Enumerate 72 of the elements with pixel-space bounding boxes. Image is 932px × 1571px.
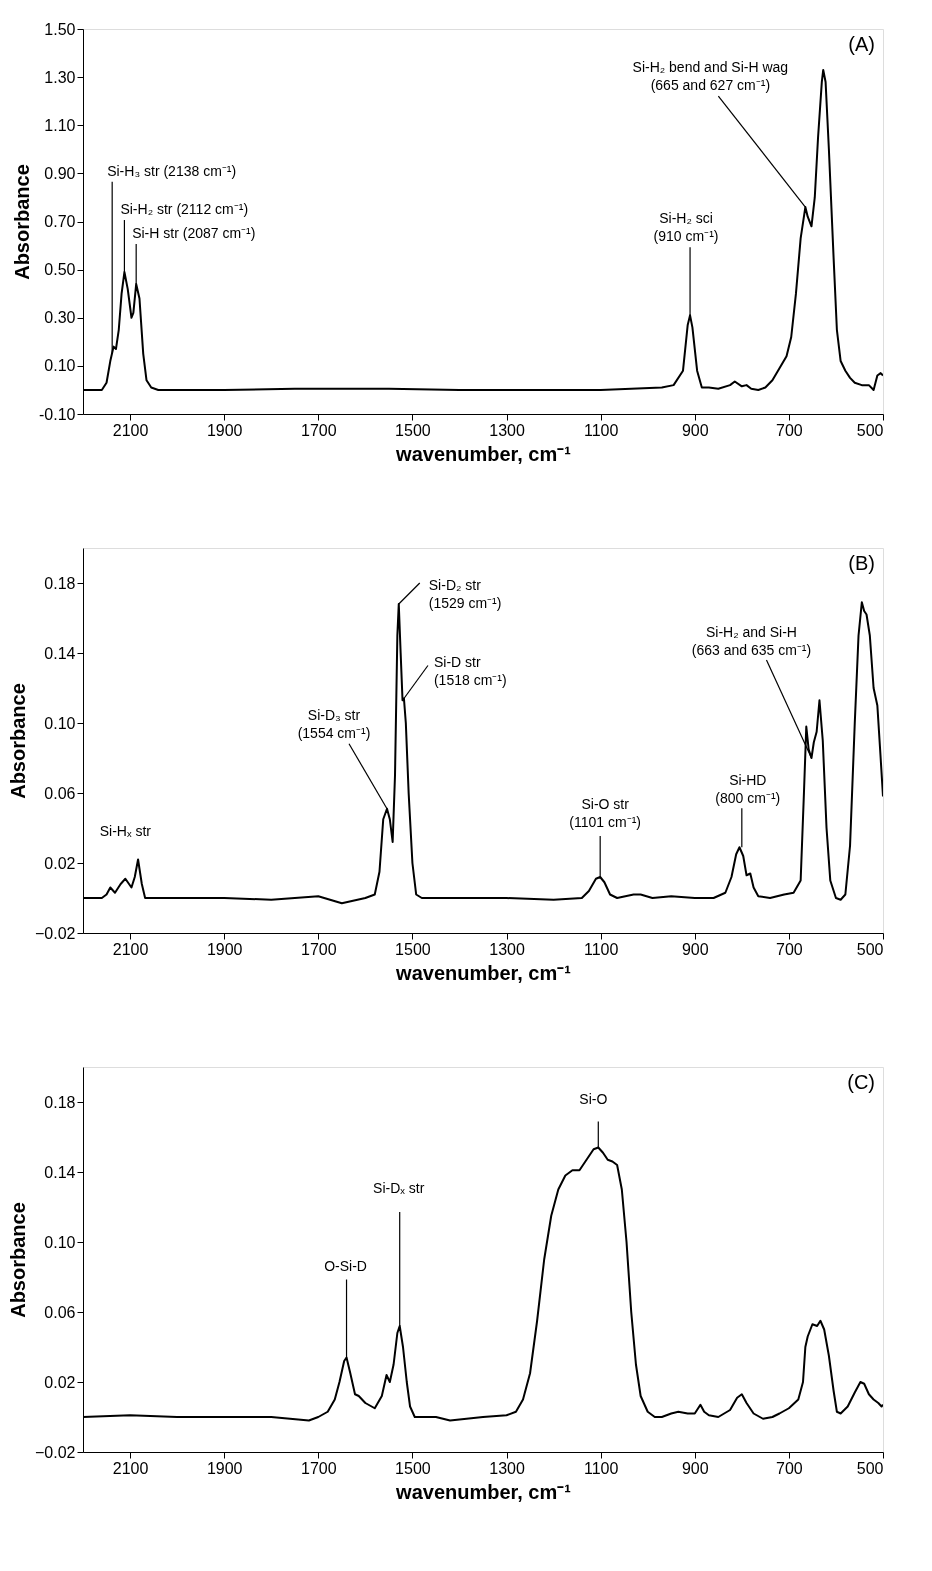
y-tick-label: 0.70 [44,213,76,230]
y-tick-label: 0.14 [44,644,76,662]
x-tick-label: 1100 [583,1459,619,1477]
x-tick-label: 2100 [112,940,149,958]
y-tick-label: 0.02 [44,854,76,872]
y-tick-label: 0.30 [44,309,76,327]
x-tick-label: 1700 [301,421,337,439]
y-axis-title: Absorbance [11,164,34,280]
y-tick-label: 0.06 [44,784,76,802]
annotation: Si-Dₓ str [373,1180,425,1196]
annotation: Si-H₂ sci (910 cm⁻¹) [653,210,719,245]
annotation: Si-O [579,1090,608,1107]
x-tick-label: 1500 [395,421,431,439]
x-tick-label: 1900 [206,940,243,958]
annotation: Si-H₂ str (2112 cm⁻¹) [120,201,249,218]
x-tick-label: 2100 [112,421,149,439]
annotation: O-Si-D [324,1257,367,1274]
x-tick-label: 700 [776,1459,803,1477]
y-tick-label: 1.50 [44,20,76,38]
annotation: Si-D str (1518 cm⁻¹) [433,653,507,688]
x-tick-label: 1100 [583,940,619,958]
y-tick-label: 0.10 [44,1233,76,1251]
annotation: Si-H str (2087 cm⁻¹) [132,225,256,242]
x-axis-title: wavenumber, cm⁻¹ [395,442,572,465]
x-tick-label: 1300 [489,421,525,439]
x-tick-label: 1300 [489,940,525,958]
x-tick-label: 900 [681,940,709,958]
annotation: Si-O str (1101 cm⁻¹) [569,796,641,830]
y-tick-label: −0.02 [35,924,76,942]
x-tick-label: 500 [856,940,884,958]
y-tick-label: 0.10 [44,714,76,732]
y-tick-label: 0.18 [44,1093,76,1111]
x-tick-label: 900 [681,421,709,439]
y-axis-title: Absorbance [7,1202,30,1318]
annotation: Si-Hₓ str [99,822,152,839]
y-axis-title: Absorbance [7,683,30,799]
annotation: (B) [848,552,875,574]
x-tick-label: 1100 [583,421,619,439]
y-tick-label: 0.10 [44,357,76,375]
annotation: Si-H₂ and Si-H (663 and 635 cm⁻¹) [691,624,812,658]
x-tick-label: 1700 [301,1459,337,1477]
y-tick-label: -0.10 [39,405,76,423]
x-tick-label: 1900 [206,1459,243,1477]
x-tick-label: 1500 [395,1459,431,1477]
annotation: Si-D₂ str (1529 cm⁻¹) [428,577,502,611]
y-tick-label: 0.50 [44,261,76,279]
x-tick-label: 500 [856,421,884,439]
y-tick-label: 0.90 [44,164,76,182]
x-axis-title: wavenumber, cm⁻¹ [395,1480,572,1503]
y-tick-label: 0.02 [44,1373,76,1391]
x-axis-title: wavenumber, cm⁻¹ [395,961,572,984]
y-tick-label: 0.06 [44,1303,76,1321]
y-tick-label: 1.30 [44,68,76,86]
annotation: Si-HD (800 cm⁻¹) [715,772,781,807]
annotation: Si-H₃ str (2138 cm⁻¹) [107,162,237,179]
x-tick-label: 700 [776,421,803,439]
x-tick-label: 1300 [489,1459,525,1477]
x-tick-label: 700 [776,940,803,958]
x-tick-label: 2100 [112,1459,149,1477]
annotation: Si-H₂ bend and Si-H wag (665 and 627 cm⁻¹) [632,59,789,94]
x-tick-label: 900 [681,1459,709,1477]
x-tick-label: 500 [856,1459,884,1477]
x-tick-label: 1700 [301,940,337,958]
annotation: Si-D₃ str (1554 cm⁻¹) [297,706,371,741]
annotation: (A) [848,33,875,55]
y-tick-label: 0.18 [44,574,76,592]
y-tick-label: −0.02 [35,1443,76,1461]
x-tick-label: 1900 [206,421,243,439]
x-tick-label: 1500 [395,940,431,958]
y-tick-label: 1.10 [44,116,76,134]
y-tick-label: 0.14 [44,1163,76,1181]
annotation: (C) [847,1071,875,1093]
